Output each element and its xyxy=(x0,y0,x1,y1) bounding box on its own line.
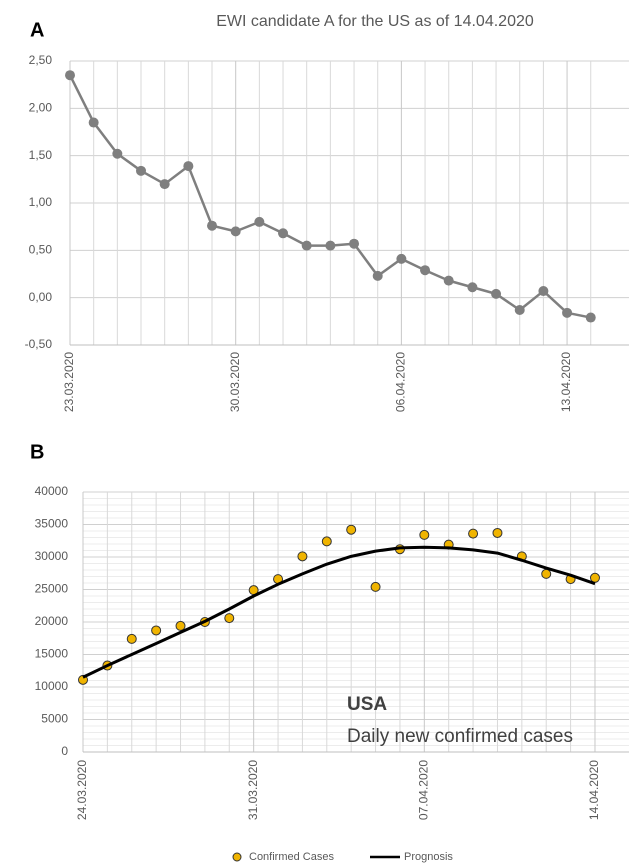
y-tick-label: 10000 xyxy=(35,679,69,693)
x-tick-label: 13.04.2020 xyxy=(559,352,573,412)
y-tick-label: 15000 xyxy=(35,647,69,661)
point xyxy=(443,275,454,286)
y-tick-label: 0,00 xyxy=(29,290,53,304)
point xyxy=(491,288,502,299)
y-tick-label: 1,50 xyxy=(29,148,53,162)
point xyxy=(346,524,357,535)
panel-label: A xyxy=(30,19,44,41)
x-tick-label: 23.03.2020 xyxy=(62,352,76,412)
point xyxy=(492,527,503,538)
x-tick-label: 06.04.2020 xyxy=(394,352,408,412)
point xyxy=(151,625,162,636)
legend-label: Confirmed Cases xyxy=(249,851,334,863)
annotation: USA xyxy=(347,694,387,715)
point xyxy=(585,312,596,323)
y-tick-label: 5000 xyxy=(41,712,68,726)
x-tick-label: 24.03.2020 xyxy=(75,760,89,820)
point xyxy=(254,216,265,227)
y-tick-label: 40000 xyxy=(35,484,69,498)
y-tick-label: 1,00 xyxy=(29,195,53,209)
panel-label: B xyxy=(30,441,44,463)
point xyxy=(372,270,383,281)
y-tick-label: 0,50 xyxy=(29,243,53,257)
point xyxy=(468,528,479,539)
point xyxy=(65,70,75,81)
point xyxy=(514,304,525,315)
point xyxy=(467,282,478,293)
point xyxy=(396,253,407,264)
point xyxy=(88,117,99,128)
point xyxy=(183,161,194,172)
y-tick-label: -0,50 xyxy=(25,337,53,351)
point xyxy=(420,265,431,276)
x-tick-label: 07.04.2020 xyxy=(416,760,430,820)
point xyxy=(224,613,235,624)
point xyxy=(207,220,218,231)
point xyxy=(175,620,186,631)
x-tick-label: 14.04.2020 xyxy=(587,760,601,820)
y-tick-label: 2,00 xyxy=(29,101,53,115)
point xyxy=(325,240,336,251)
point xyxy=(159,179,170,190)
point xyxy=(589,572,600,583)
y-tick-label: 20000 xyxy=(35,614,69,628)
y-tick-label: 2,50 xyxy=(29,53,53,67)
legend-marker xyxy=(232,852,242,862)
point xyxy=(349,238,360,249)
x-tick-label: 30.03.2020 xyxy=(228,352,242,412)
point xyxy=(419,529,430,540)
point xyxy=(126,633,137,644)
point xyxy=(321,536,332,547)
annotation: Daily new confirmed cases xyxy=(347,726,573,747)
point xyxy=(538,286,549,297)
y-tick-label: 35000 xyxy=(35,517,69,531)
point xyxy=(230,226,241,237)
point xyxy=(278,228,289,239)
point xyxy=(301,240,312,251)
point xyxy=(562,307,573,318)
point xyxy=(370,581,381,592)
legend-label: Prognosis xyxy=(404,851,453,863)
x-tick-label: 31.03.2020 xyxy=(246,760,260,820)
y-tick-label: 30000 xyxy=(35,549,69,563)
point xyxy=(112,148,123,159)
chart-title: EWI candidate A for the US as of 14.04.2… xyxy=(216,13,534,30)
y-tick-label: 25000 xyxy=(35,582,69,596)
point xyxy=(297,551,308,562)
point xyxy=(136,165,147,176)
series-line xyxy=(82,545,596,679)
point xyxy=(541,568,552,579)
y-tick-label: 0 xyxy=(61,744,68,758)
